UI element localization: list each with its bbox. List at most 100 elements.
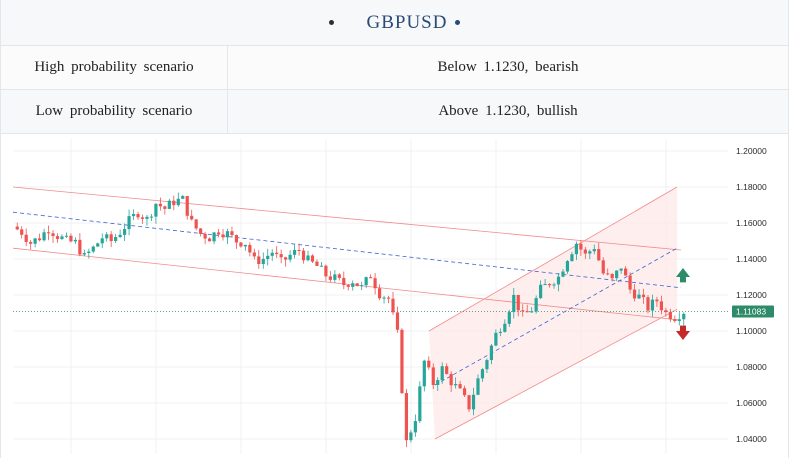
candle-down <box>646 297 650 311</box>
candle-up <box>565 261 570 272</box>
candle-up <box>270 252 274 256</box>
candle-down <box>404 393 409 441</box>
candle-down <box>328 276 332 280</box>
candle-up <box>364 277 368 286</box>
candle-up <box>409 432 413 441</box>
candle-up <box>485 360 489 370</box>
candle-down <box>395 312 400 330</box>
candle-down <box>172 200 176 206</box>
candle-down <box>69 235 73 242</box>
candle-up <box>552 284 556 286</box>
candle-up <box>440 366 444 381</box>
candle-down <box>140 217 145 219</box>
y-tick-label: 1.14000 <box>736 254 767 264</box>
candle-down <box>297 249 301 251</box>
candle-up <box>333 274 337 280</box>
candle-up <box>418 386 422 422</box>
candle-down <box>673 319 677 322</box>
bullet-icon <box>455 20 461 25</box>
candle-down <box>632 289 637 299</box>
candle-down <box>601 260 605 274</box>
ascending-channel-fill <box>429 187 677 439</box>
candle-up <box>637 294 641 299</box>
candle-down <box>579 243 583 250</box>
last-price-label: 1.11083 <box>736 307 766 317</box>
price-chart: 1.20000 1.18000 1.16000 1.14000 1.12000 1.100… <box>1 134 788 458</box>
candle-up <box>351 283 355 287</box>
candle-up <box>480 369 485 379</box>
candle-down <box>431 367 435 385</box>
y-tick-label: 1.04000 <box>736 434 767 444</box>
candle-down <box>655 299 659 302</box>
y-tick-label: 1.18000 <box>736 182 767 192</box>
candle-down <box>606 273 610 275</box>
y-tick-label: 1.08000 <box>736 362 767 372</box>
candle-down <box>29 241 33 244</box>
candle-up <box>181 196 185 199</box>
scenario-value: Above 1.1230, bullish <box>438 103 578 119</box>
candle-up <box>127 216 131 230</box>
candle-up <box>105 234 109 239</box>
candle-down <box>221 234 225 238</box>
candle-up <box>167 200 171 209</box>
candle-down <box>449 373 453 386</box>
candle-up <box>100 238 104 244</box>
candle-down <box>207 238 212 242</box>
candle-down <box>252 252 256 257</box>
candle-down <box>521 310 525 312</box>
candle-down <box>78 239 82 255</box>
candle-up <box>471 394 476 410</box>
candle-up <box>498 331 502 333</box>
candle-down <box>355 283 359 287</box>
candle-up <box>145 216 149 219</box>
candle-up <box>319 265 324 267</box>
candle-down <box>664 310 668 313</box>
candle-up <box>476 378 480 395</box>
candle-up <box>266 255 270 260</box>
markers <box>676 268 690 340</box>
candle-down <box>190 215 194 220</box>
candle-down <box>158 203 162 207</box>
candle-up <box>574 243 579 255</box>
ascending-channel-lower-line <box>434 309 678 440</box>
candle-down <box>279 254 283 258</box>
candle-down <box>230 231 234 236</box>
candle-down <box>346 285 350 287</box>
price-axis: 1.20000 1.18000 1.16000 1.14000 1.12000 1.100… <box>732 146 774 444</box>
candle-down <box>467 395 471 410</box>
candle-down <box>234 235 239 243</box>
y-tick-label: 1.16000 <box>736 218 767 228</box>
candle-up <box>60 236 64 239</box>
scenario-label: High probability scenario <box>1 46 228 89</box>
candle-up <box>176 198 180 206</box>
candle-up <box>96 243 100 247</box>
candle-down <box>24 234 28 242</box>
scenario-label: Low probability scenario <box>1 90 228 133</box>
candle-up <box>114 237 118 242</box>
candle-down <box>15 226 19 230</box>
candle-down <box>109 234 113 242</box>
candle-up <box>512 294 516 313</box>
scenario-row-low: Low probability scenario Above 1.1230, b… <box>1 90 788 134</box>
candle-down <box>610 273 614 279</box>
candle-up <box>677 319 681 322</box>
candle-down <box>38 238 42 241</box>
candle-up <box>33 238 37 244</box>
candle-up <box>306 255 310 261</box>
y-tick-label: 1.06000 <box>736 398 767 408</box>
candle-down <box>301 250 306 261</box>
candle-down <box>337 274 341 278</box>
candle-down <box>248 244 252 253</box>
candle-down <box>391 298 395 313</box>
candle-down <box>199 228 203 234</box>
candle-down <box>628 275 632 290</box>
candle-down <box>46 232 51 234</box>
candle-down <box>284 257 288 260</box>
bearish-arrow-icon <box>676 325 690 340</box>
candle-down <box>377 288 382 299</box>
candle-down <box>583 249 587 254</box>
candle-down <box>624 268 628 276</box>
candle-up <box>382 297 386 299</box>
y-tick-label: 1.10000 <box>736 326 767 336</box>
candle-down <box>458 384 462 389</box>
